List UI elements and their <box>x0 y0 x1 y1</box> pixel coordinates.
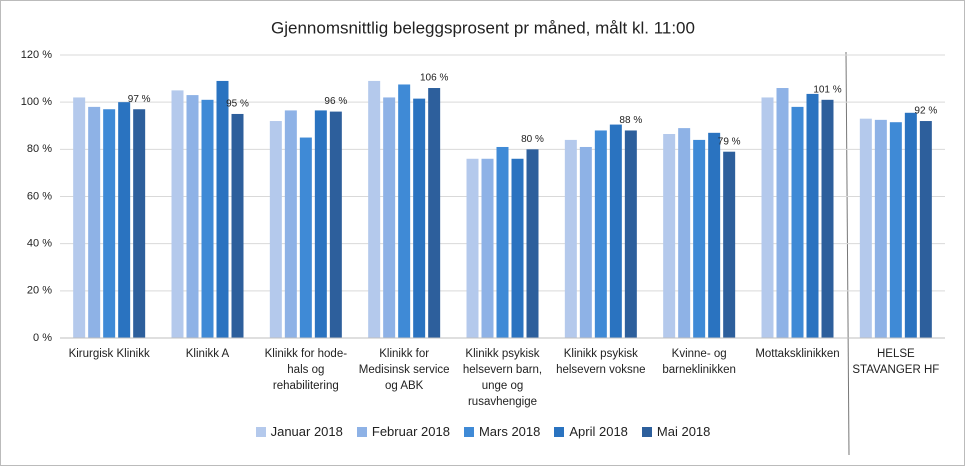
bar <box>118 102 131 339</box>
separator <box>845 51 850 456</box>
bar <box>693 139 706 338</box>
bar <box>88 106 101 338</box>
bar <box>776 88 789 339</box>
bar <box>904 112 917 338</box>
bar <box>368 80 381 339</box>
bar <box>103 109 116 338</box>
y-tick-label: 100 % <box>21 96 52 108</box>
legend-swatch <box>641 427 652 437</box>
bar <box>609 124 622 338</box>
y-tick-label: 120 % <box>21 49 52 61</box>
bar <box>889 122 902 339</box>
bar <box>284 110 297 338</box>
x-tick-label: Klinikk A <box>185 348 230 360</box>
data-label: 92 % <box>914 106 937 117</box>
bar <box>383 97 396 338</box>
bar <box>186 95 199 338</box>
legend-label: Januar 2018 <box>270 424 343 439</box>
bar <box>398 84 411 339</box>
data-label: 101 % <box>813 84 841 95</box>
bar <box>299 137 312 338</box>
bar <box>496 146 509 338</box>
bar <box>564 139 577 338</box>
legend-item: Mai 2018 <box>641 424 711 439</box>
legend-item: Februar 2018 <box>356 424 450 439</box>
bar <box>791 106 804 338</box>
data-label: 80 % <box>521 134 544 145</box>
data-label: 95 % <box>226 99 249 110</box>
data-label: 96 % <box>324 96 347 107</box>
legend: Januar 2018 Februar 2018 Mars 2018 April 20… <box>0 424 966 439</box>
bar <box>314 110 327 338</box>
bar <box>413 98 426 338</box>
bar <box>511 158 524 338</box>
legend-swatch <box>356 427 367 437</box>
bar <box>231 113 244 338</box>
x-tick-label: Klinikk for Medisinsk service og ABK <box>358 348 450 392</box>
data-label: 106 % <box>420 73 448 84</box>
bar <box>133 109 146 338</box>
chart-title: Gjennomsnittlig beleggsprosent pr måned,… <box>271 18 695 37</box>
bar <box>761 97 774 338</box>
bar <box>428 88 441 339</box>
y-tick-label: 80 % <box>27 143 52 155</box>
bar <box>171 90 184 338</box>
x-tick-label: Klinikk psykisk helsevern voksne <box>556 348 646 376</box>
bar <box>481 158 494 338</box>
x-tick-label: HELSE STAVANGER HF <box>852 348 940 376</box>
bar <box>624 130 637 338</box>
y-tick-label: 40 % <box>27 238 52 250</box>
data-label: 79 % <box>718 136 741 147</box>
bar <box>919 121 932 339</box>
bar <box>269 121 282 339</box>
x-tick-label: Kvinne- og barneklinikken <box>662 348 736 376</box>
y-tick-label: 60 % <box>27 190 52 202</box>
legend-label: Februar 2018 <box>371 424 450 439</box>
legend-item: Mars 2018 <box>463 424 541 439</box>
bar <box>678 128 691 338</box>
bar <box>466 158 479 338</box>
bar <box>216 80 229 339</box>
bar <box>579 146 592 338</box>
bar <box>73 97 86 338</box>
bar <box>201 99 214 338</box>
y-tick-label: 20 % <box>27 285 52 297</box>
data-label: 97 % <box>128 94 151 105</box>
x-tick-label: Klinikk psykisk helsevern barn, unge og … <box>462 348 543 408</box>
bar <box>594 130 607 338</box>
legend-label: Mars 2018 <box>478 424 541 439</box>
bar <box>663 134 676 338</box>
legend-swatch <box>463 427 474 437</box>
bar <box>526 149 539 338</box>
bar <box>723 151 736 338</box>
bar <box>874 119 887 339</box>
bar <box>821 99 834 338</box>
legend-label: Mai 2018 <box>656 424 711 439</box>
x-tick-label: Klinikk for hode-hals og rehabilitering <box>264 348 348 392</box>
x-tick-label: Mottaksklinikken <box>755 348 840 360</box>
y-tick-label: 0 % <box>33 332 52 344</box>
legend-swatch <box>554 427 565 437</box>
x-tick-label: Kirurgisk Klinikk <box>68 348 150 360</box>
bar <box>329 111 342 338</box>
bar <box>806 93 819 338</box>
legend-label: April 2018 <box>569 424 628 439</box>
bar <box>708 132 721 338</box>
legend-swatch <box>255 427 266 437</box>
legend-item: April 2018 <box>554 424 628 439</box>
bar <box>859 118 872 338</box>
legend-item: Januar 2018 <box>255 424 343 439</box>
data-label: 88 % <box>619 115 642 126</box>
